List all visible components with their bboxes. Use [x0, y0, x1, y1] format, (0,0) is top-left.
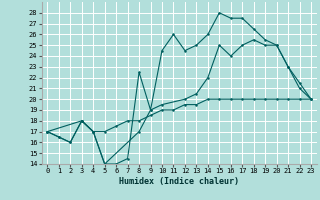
X-axis label: Humidex (Indice chaleur): Humidex (Indice chaleur) — [119, 177, 239, 186]
